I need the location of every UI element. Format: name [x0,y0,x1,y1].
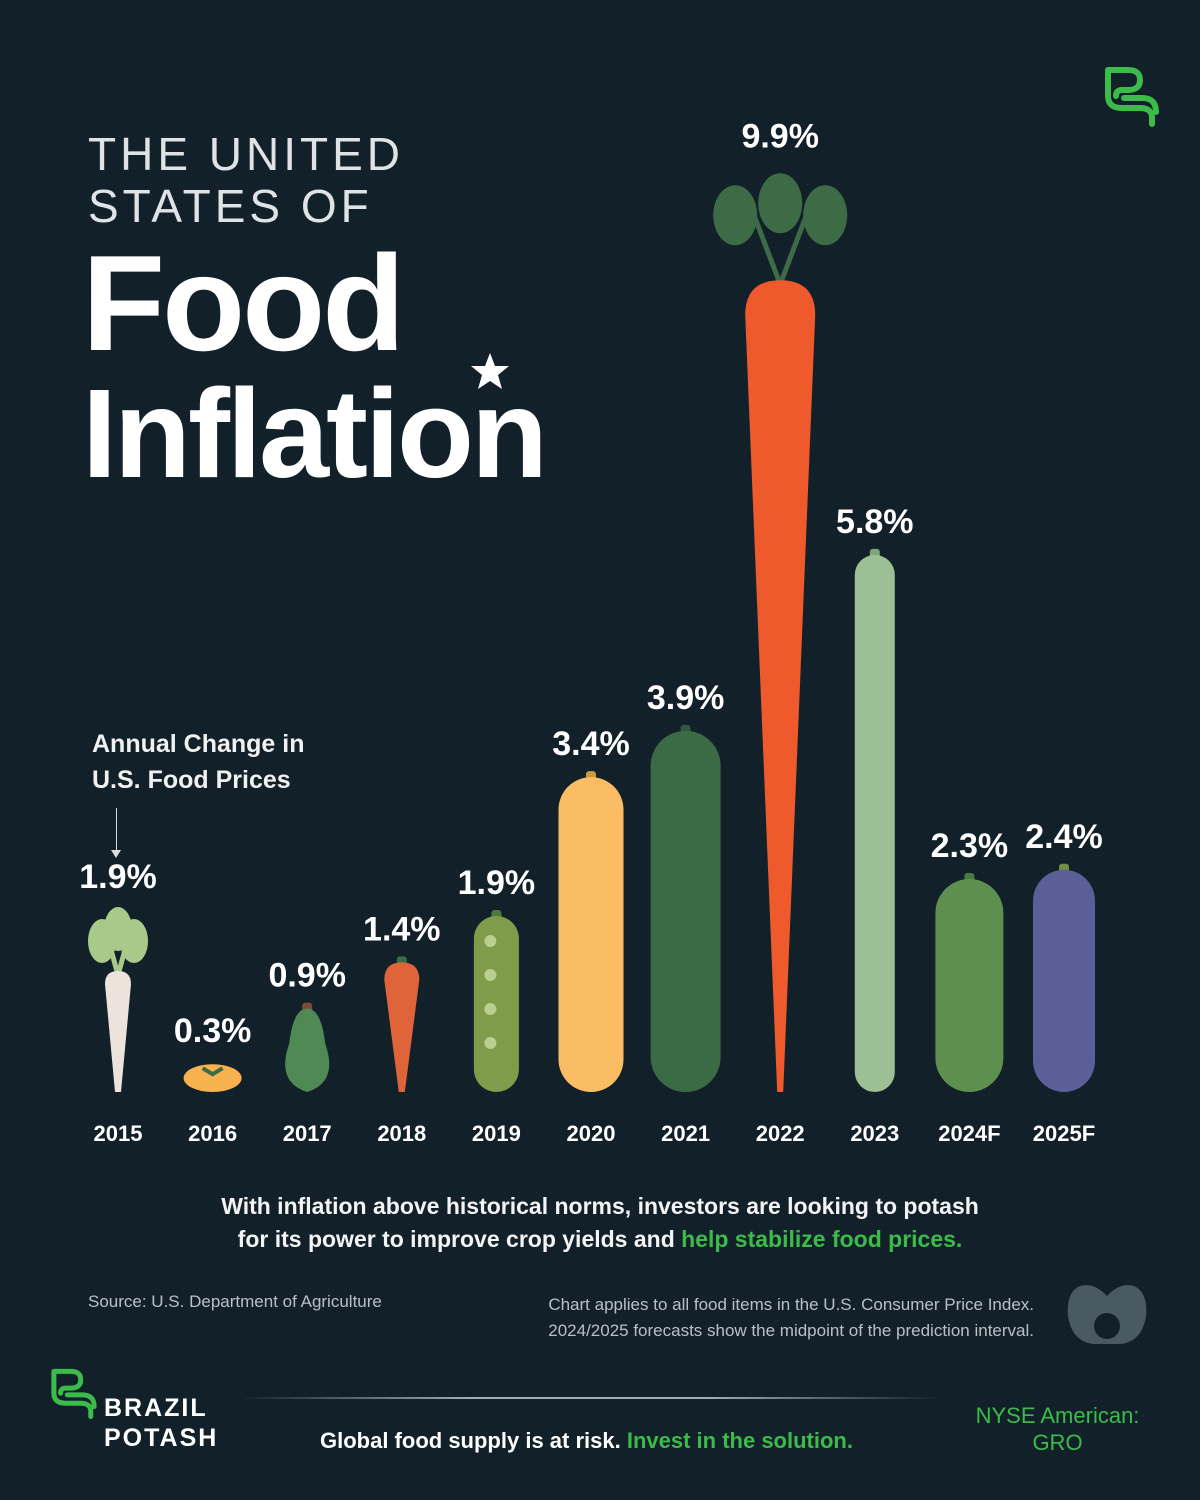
pea [484,1037,497,1050]
footnote-line-2: 2024/2025 forecasts show the midpoint of… [548,1321,1034,1340]
tagline-text: Global food supply is at risk. [320,1428,627,1453]
chart-subtitle: Annual Change in U.S. Food Prices [92,726,305,798]
value-label: 2.4% [1025,818,1103,856]
value-label: 0.9% [268,957,346,995]
value-label: 3.4% [552,725,630,763]
title-line-1: THE UNITED [88,128,404,180]
x-tick-label: 2024F [938,1121,1000,1146]
x-tick-label: 2022 [756,1121,805,1146]
source-text: Source: U.S. Department of Agriculture [88,1292,382,1311]
squash-bar [558,777,624,1092]
chili-pepper-bar [384,962,420,1092]
tagline-highlight: Invest in the solution. [626,1428,853,1453]
x-tick-label: 2020 [567,1121,616,1146]
avocado-bar [285,1008,330,1092]
carrot-leaf [758,173,803,234]
title-food: Food [82,227,405,379]
carrot-leaf [803,185,848,246]
brand-line-1: BRAZIL [104,1394,208,1422]
pea-pod-bar [473,916,519,1092]
chart-note: With inflation above historical norms, i… [0,1190,1200,1256]
value-label: 0.3% [174,1012,252,1050]
x-tick-label: 2018 [377,1121,426,1146]
zucchini-bar [650,730,721,1092]
carrot-stem [777,204,813,286]
chart: 1.9% 2015 0.3% 2016 0.9% 2017 1.4% 2018 1.9% 2019… [79,117,1103,1146]
radish-leaf [104,907,132,952]
title-line-2: STATES OF [88,180,373,232]
ticker-exchange: NYSE American: [975,1403,1140,1428]
brand-name: BRAZIL POTASH [104,1393,218,1453]
asparagus-bar [854,554,895,1092]
note-line-2: for its power to improve crop yields and [237,1226,682,1252]
x-tick-label: 2019 [472,1121,521,1146]
pickle-bar [935,879,1004,1092]
star-icon [471,353,509,389]
brand-logo-icon [51,1368,97,1420]
value-label: 1.4% [363,910,441,948]
value-label: 1.9% [79,858,157,896]
tomato-stem [201,1066,224,1077]
x-tick-label: 2015 [94,1121,143,1146]
brand-line-2: POTASH [104,1424,219,1452]
value-label: 1.9% [458,864,536,902]
title-inflation: Inflation [82,363,548,504]
arrow-down-icon [116,808,117,856]
x-tick-label: 2025F [1033,1121,1095,1146]
stock-ticker: NYSE American: GRO [950,1402,1165,1456]
note-line-1: With inflation above historical norms, i… [221,1193,979,1219]
tomato-bar [183,1064,242,1092]
brazil-potash-logo-icon [1105,67,1159,127]
value-label: 5.8% [836,503,914,541]
title-prefix: THE UNITED STATES OF [88,128,404,232]
radish-stem [115,945,129,976]
ticker-symbol: GRO [1032,1430,1083,1455]
visual-capitalist-logo-icon [1067,1285,1147,1344]
x-tick-label: 2021 [661,1121,710,1146]
pea [484,1003,497,1016]
x-tick-label: 2017 [283,1121,332,1146]
x-tick-label: 2023 [850,1121,899,1146]
pea [484,935,497,948]
subtitle-line-2: U.S. Food Prices [92,766,291,794]
value-label: 3.9% [647,679,725,717]
pea [484,969,497,982]
radish-stem [107,945,121,976]
radish-bar [105,971,131,1092]
x-tick-label: 2016 [188,1121,237,1146]
subtitle-line-1: Annual Change in [92,730,305,758]
divider [240,1397,940,1399]
note-highlight: help stabilize food prices. [681,1226,963,1252]
value-label: 9.9% [741,117,819,155]
footnote: Chart applies to all food items in the U… [548,1292,1034,1344]
eggplant-bar [1033,869,1095,1092]
footnote-line-1: Chart applies to all food items in the U… [548,1295,1034,1314]
value-label: 2.3% [931,827,1009,865]
tagline: Global food supply is at risk. Invest in… [320,1428,853,1454]
carrot-leaf [713,185,758,246]
carrot-bar [745,280,816,1092]
carrot-stem [747,204,783,286]
arrowhead-icon [111,850,121,858]
